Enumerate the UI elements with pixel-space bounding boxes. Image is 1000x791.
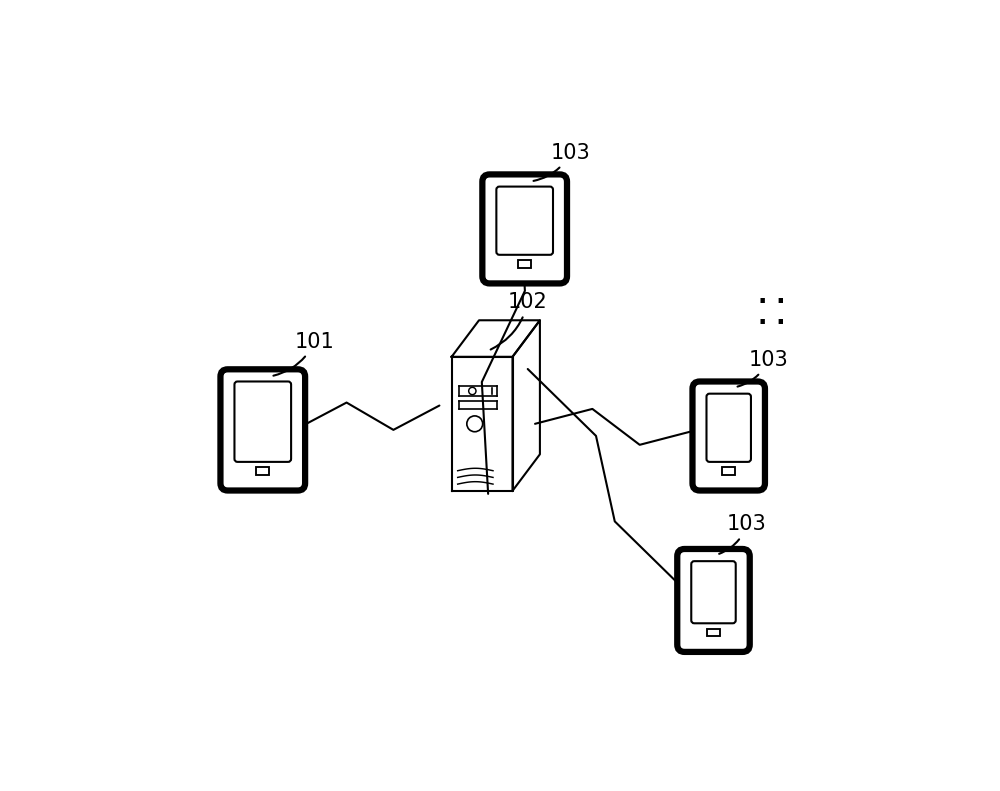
FancyBboxPatch shape	[482, 174, 567, 283]
FancyBboxPatch shape	[677, 549, 750, 652]
Text: . .: . .	[758, 305, 785, 329]
FancyBboxPatch shape	[220, 369, 305, 490]
Text: 101: 101	[273, 331, 334, 376]
Text: 102: 102	[491, 292, 548, 350]
Bar	[707, 629, 720, 636]
FancyBboxPatch shape	[234, 381, 291, 462]
Bar	[722, 467, 735, 475]
Circle shape	[467, 416, 483, 432]
Bar	[256, 467, 269, 475]
FancyBboxPatch shape	[706, 394, 751, 462]
Text: 103: 103	[534, 143, 590, 181]
FancyBboxPatch shape	[692, 381, 765, 490]
FancyBboxPatch shape	[496, 187, 553, 255]
Text: 103: 103	[738, 350, 788, 387]
Text: 103: 103	[719, 514, 767, 554]
FancyBboxPatch shape	[691, 561, 736, 623]
Circle shape	[469, 388, 476, 395]
Text: . .: . .	[758, 284, 785, 308]
Bar	[518, 260, 531, 267]
